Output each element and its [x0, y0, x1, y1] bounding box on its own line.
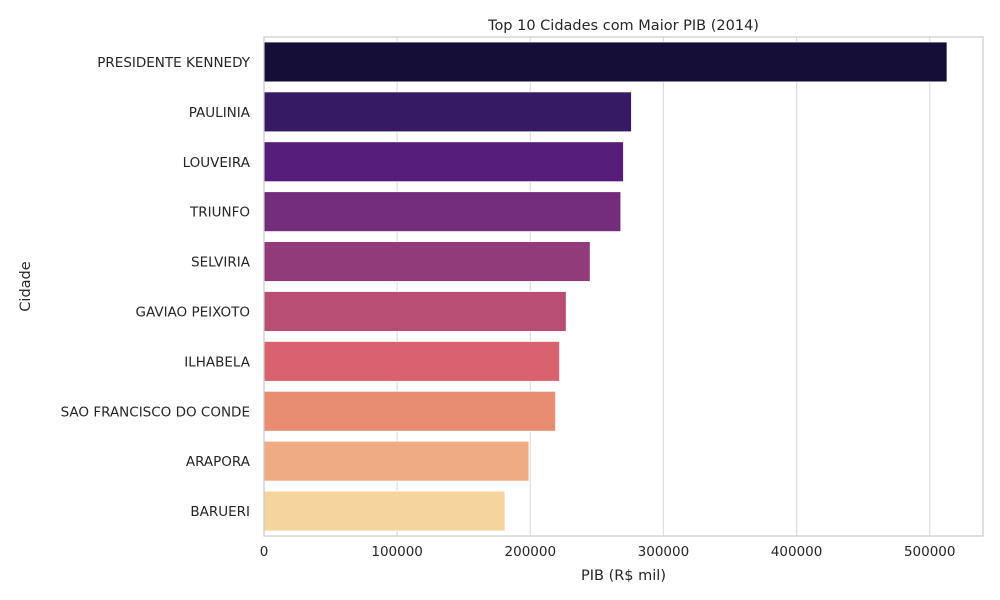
bar — [263, 141, 624, 183]
bar — [263, 191, 622, 233]
bar — [263, 390, 556, 432]
y-tick-label: BARUERI — [190, 504, 250, 520]
x-tick-label: 300000 — [638, 544, 690, 560]
y-tick-label: SELVIRIA — [191, 255, 251, 271]
y-tick-label: SAO FRANCISCO DO CONDE — [61, 404, 250, 420]
y-tick-label: TRIUNFO — [189, 205, 250, 221]
chart-title: Top 10 Cidades com Maior PIB (2014) — [487, 18, 759, 34]
y-tick-label: LOUVEIRA — [183, 155, 251, 171]
y-axis-title: Cidade — [18, 261, 34, 311]
bar — [263, 91, 632, 133]
x-axis-title: PIB (R$ mil) — [581, 568, 666, 584]
bars — [263, 41, 948, 532]
x-tick-labels: 0 100000 200000 300000 400000 500000 — [260, 544, 956, 560]
y-tick-label: ILHABELA — [184, 354, 251, 370]
bar — [263, 440, 530, 482]
bar — [263, 340, 560, 382]
x-tick-label: 200000 — [505, 544, 557, 560]
plot-frame — [263, 36, 984, 537]
y-tick-label: GAVIAO PEIXOTO — [136, 304, 251, 320]
x-tick-label: 100000 — [371, 544, 423, 560]
y-tick-labels: PRESIDENTE KENNEDY PAULINIA LOUVEIRA TRIUNF… — [61, 55, 251, 520]
bar — [263, 41, 948, 83]
x-tick-label: 400000 — [771, 544, 823, 560]
y-tick-label: ARAPORA — [186, 454, 251, 470]
bar — [263, 490, 506, 532]
bar — [263, 291, 567, 332]
x-tick-label: 500000 — [904, 544, 956, 560]
x-tick-label: 0 — [260, 544, 269, 560]
bar — [263, 241, 591, 282]
y-tick-label: PRESIDENTE KENNEDY — [97, 55, 250, 71]
y-tick-label: PAULINIA — [189, 105, 251, 121]
